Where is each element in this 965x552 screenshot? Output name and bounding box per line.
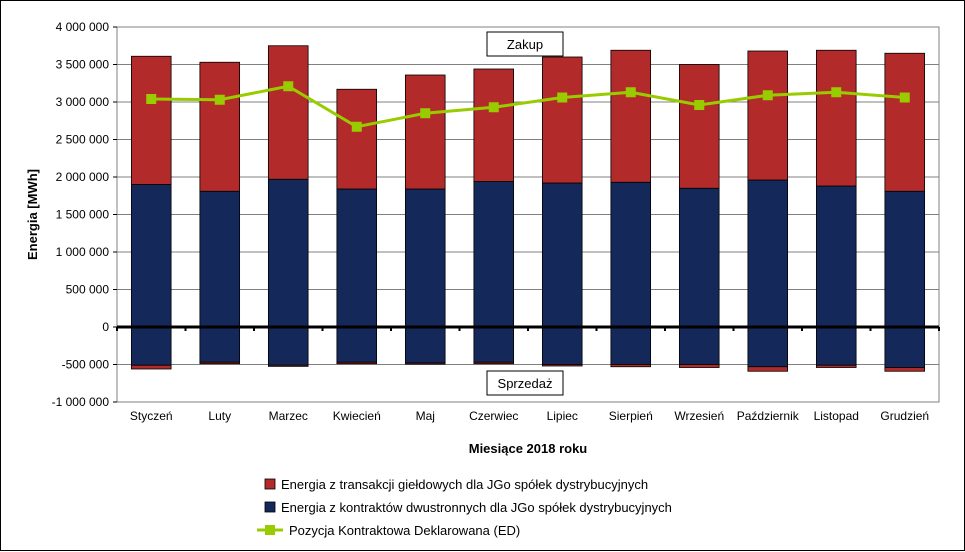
- bar-exchange-sell: [130, 364, 172, 370]
- bar-bilateral-buy: [130, 184, 172, 328]
- legend-label-exchange: Energia z transakcji giełdowych dla JGo …: [281, 477, 648, 492]
- ed-point: [146, 94, 157, 104]
- y-tick-label: 0: [102, 320, 109, 334]
- bar-exchange-sell: [473, 361, 515, 365]
- ed-point: [557, 92, 568, 103]
- ed-point: [625, 87, 636, 98]
- bar-bilateral-buy: [747, 179, 789, 328]
- x-tick-label: Styczeń: [130, 409, 173, 423]
- bar-exchange-buy: [473, 68, 515, 182]
- ed-point: [214, 94, 225, 105]
- bar-bilateral-buy: [473, 181, 515, 328]
- ed-point: [283, 81, 294, 92]
- annotation-buy-box: [486, 31, 564, 57]
- ed-point: [762, 90, 773, 101]
- bar-exchange-sell: [336, 361, 378, 365]
- bar-bilateral-sell: [884, 326, 926, 368]
- bar-bilateral-buy: [404, 188, 446, 328]
- ed-point: [831, 87, 842, 98]
- bar-bilateral-sell: [747, 326, 789, 368]
- annotation-buy-label: Zakup: [507, 37, 543, 52]
- bar-exchange-sell: [678, 364, 720, 368]
- bar-bilateral-sell: [541, 326, 583, 365]
- bar-exchange-sell: [404, 362, 446, 365]
- y-tick-label: 4 000 000: [56, 20, 110, 34]
- bar-exchange-buy: [267, 45, 309, 180]
- bar-exchange-buy: [199, 61, 241, 192]
- bar-exchange-buy: [678, 64, 720, 189]
- y-tick-label: 500 000: [66, 283, 110, 297]
- y-axis-title: Energia [MWh]: [25, 169, 40, 260]
- y-tick-label: 3 500 000: [56, 58, 110, 72]
- bar-exchange-buy: [404, 74, 446, 190]
- bar-bilateral-buy: [815, 185, 857, 328]
- ed-point: [420, 108, 431, 119]
- ed-point: [351, 121, 362, 132]
- bar-exchange-sell: [884, 367, 926, 372]
- bar-exchange-sell: [199, 361, 241, 365]
- x-tick-label: Czerwiec: [469, 409, 518, 423]
- bar-exchange-buy: [747, 50, 789, 181]
- bar-exchange-sell: [747, 366, 789, 372]
- x-tick-label: Listopad: [814, 409, 859, 423]
- legend-swatch-exchange: [264, 478, 276, 490]
- bar-bilateral-sell: [610, 326, 652, 365]
- bar-bilateral-buy: [336, 188, 378, 328]
- bar-bilateral-buy: [541, 182, 583, 328]
- legend-swatch-ed-marker: [265, 525, 275, 535]
- x-tick-label: Wrzesień: [674, 409, 724, 423]
- bar-bilateral-buy: [610, 181, 652, 328]
- y-tick-label: -1 000 000: [52, 395, 110, 409]
- y-tick-label: 2 500 000: [56, 133, 110, 147]
- annotation-sell-label: Sprzedaż: [498, 376, 553, 391]
- bar-bilateral-sell: [130, 326, 172, 366]
- legend-swatch-bilateral: [264, 501, 276, 513]
- x-tick-label: Lipiec: [547, 409, 578, 423]
- bar-exchange-buy: [815, 49, 857, 187]
- x-tick-label: Październik: [737, 409, 800, 423]
- bar-exchange-buy: [130, 55, 172, 185]
- legend-label-bilateral: Energia z kontraktów dwustronnych dla JG…: [281, 500, 672, 515]
- x-tick-label: Sierpień: [609, 409, 653, 423]
- y-tick-label: 1 500 000: [56, 208, 110, 222]
- bar-bilateral-sell: [815, 326, 857, 366]
- bar-exchange-sell: [541, 364, 583, 367]
- bar-bilateral-buy: [678, 187, 720, 328]
- ed-point: [694, 100, 705, 110]
- bar-exchange-sell: [610, 364, 652, 368]
- bar-bilateral-sell: [267, 326, 309, 366]
- y-tick-label: 1 000 000: [56, 245, 110, 259]
- legend-label-ed: Pozycja Kontraktowa Deklarowana (ED): [289, 523, 520, 538]
- bar-bilateral-buy: [267, 178, 309, 328]
- bar-bilateral-sell: [678, 326, 720, 365]
- ed-line: [151, 84, 905, 129]
- bar-exchange-sell: [815, 364, 857, 368]
- x-tick-label: Grudzień: [880, 409, 929, 423]
- bar-exchange-buy: [610, 49, 652, 183]
- x-tick-label: Marzec: [269, 409, 308, 423]
- bar-bilateral-sell: [404, 326, 446, 364]
- y-tick-label: 3 000 000: [56, 95, 110, 109]
- x-tick-label: Kwiecień: [333, 409, 381, 423]
- y-tick-label: -500 000: [62, 358, 110, 372]
- annotation-sell-box: [486, 370, 564, 396]
- ed-point: [488, 102, 499, 113]
- bar-exchange-buy: [884, 52, 926, 192]
- y-tick-label: 2 000 000: [56, 170, 110, 184]
- x-tick-label: Luty: [208, 409, 231, 423]
- x-axis-title: Miesiące 2018 roku: [469, 441, 588, 456]
- bar-bilateral-sell: [336, 326, 378, 363]
- bar-bilateral-buy: [199, 190, 241, 328]
- x-tick-label: Maj: [416, 409, 435, 423]
- ed-point: [899, 92, 910, 103]
- bar-exchange-sell: [267, 364, 309, 367]
- bar-exchange-buy: [541, 56, 583, 184]
- bar-bilateral-buy: [884, 190, 926, 328]
- bar-bilateral-sell: [473, 326, 515, 363]
- bar-exchange-buy: [336, 88, 378, 190]
- bar-bilateral-sell: [199, 326, 241, 363]
